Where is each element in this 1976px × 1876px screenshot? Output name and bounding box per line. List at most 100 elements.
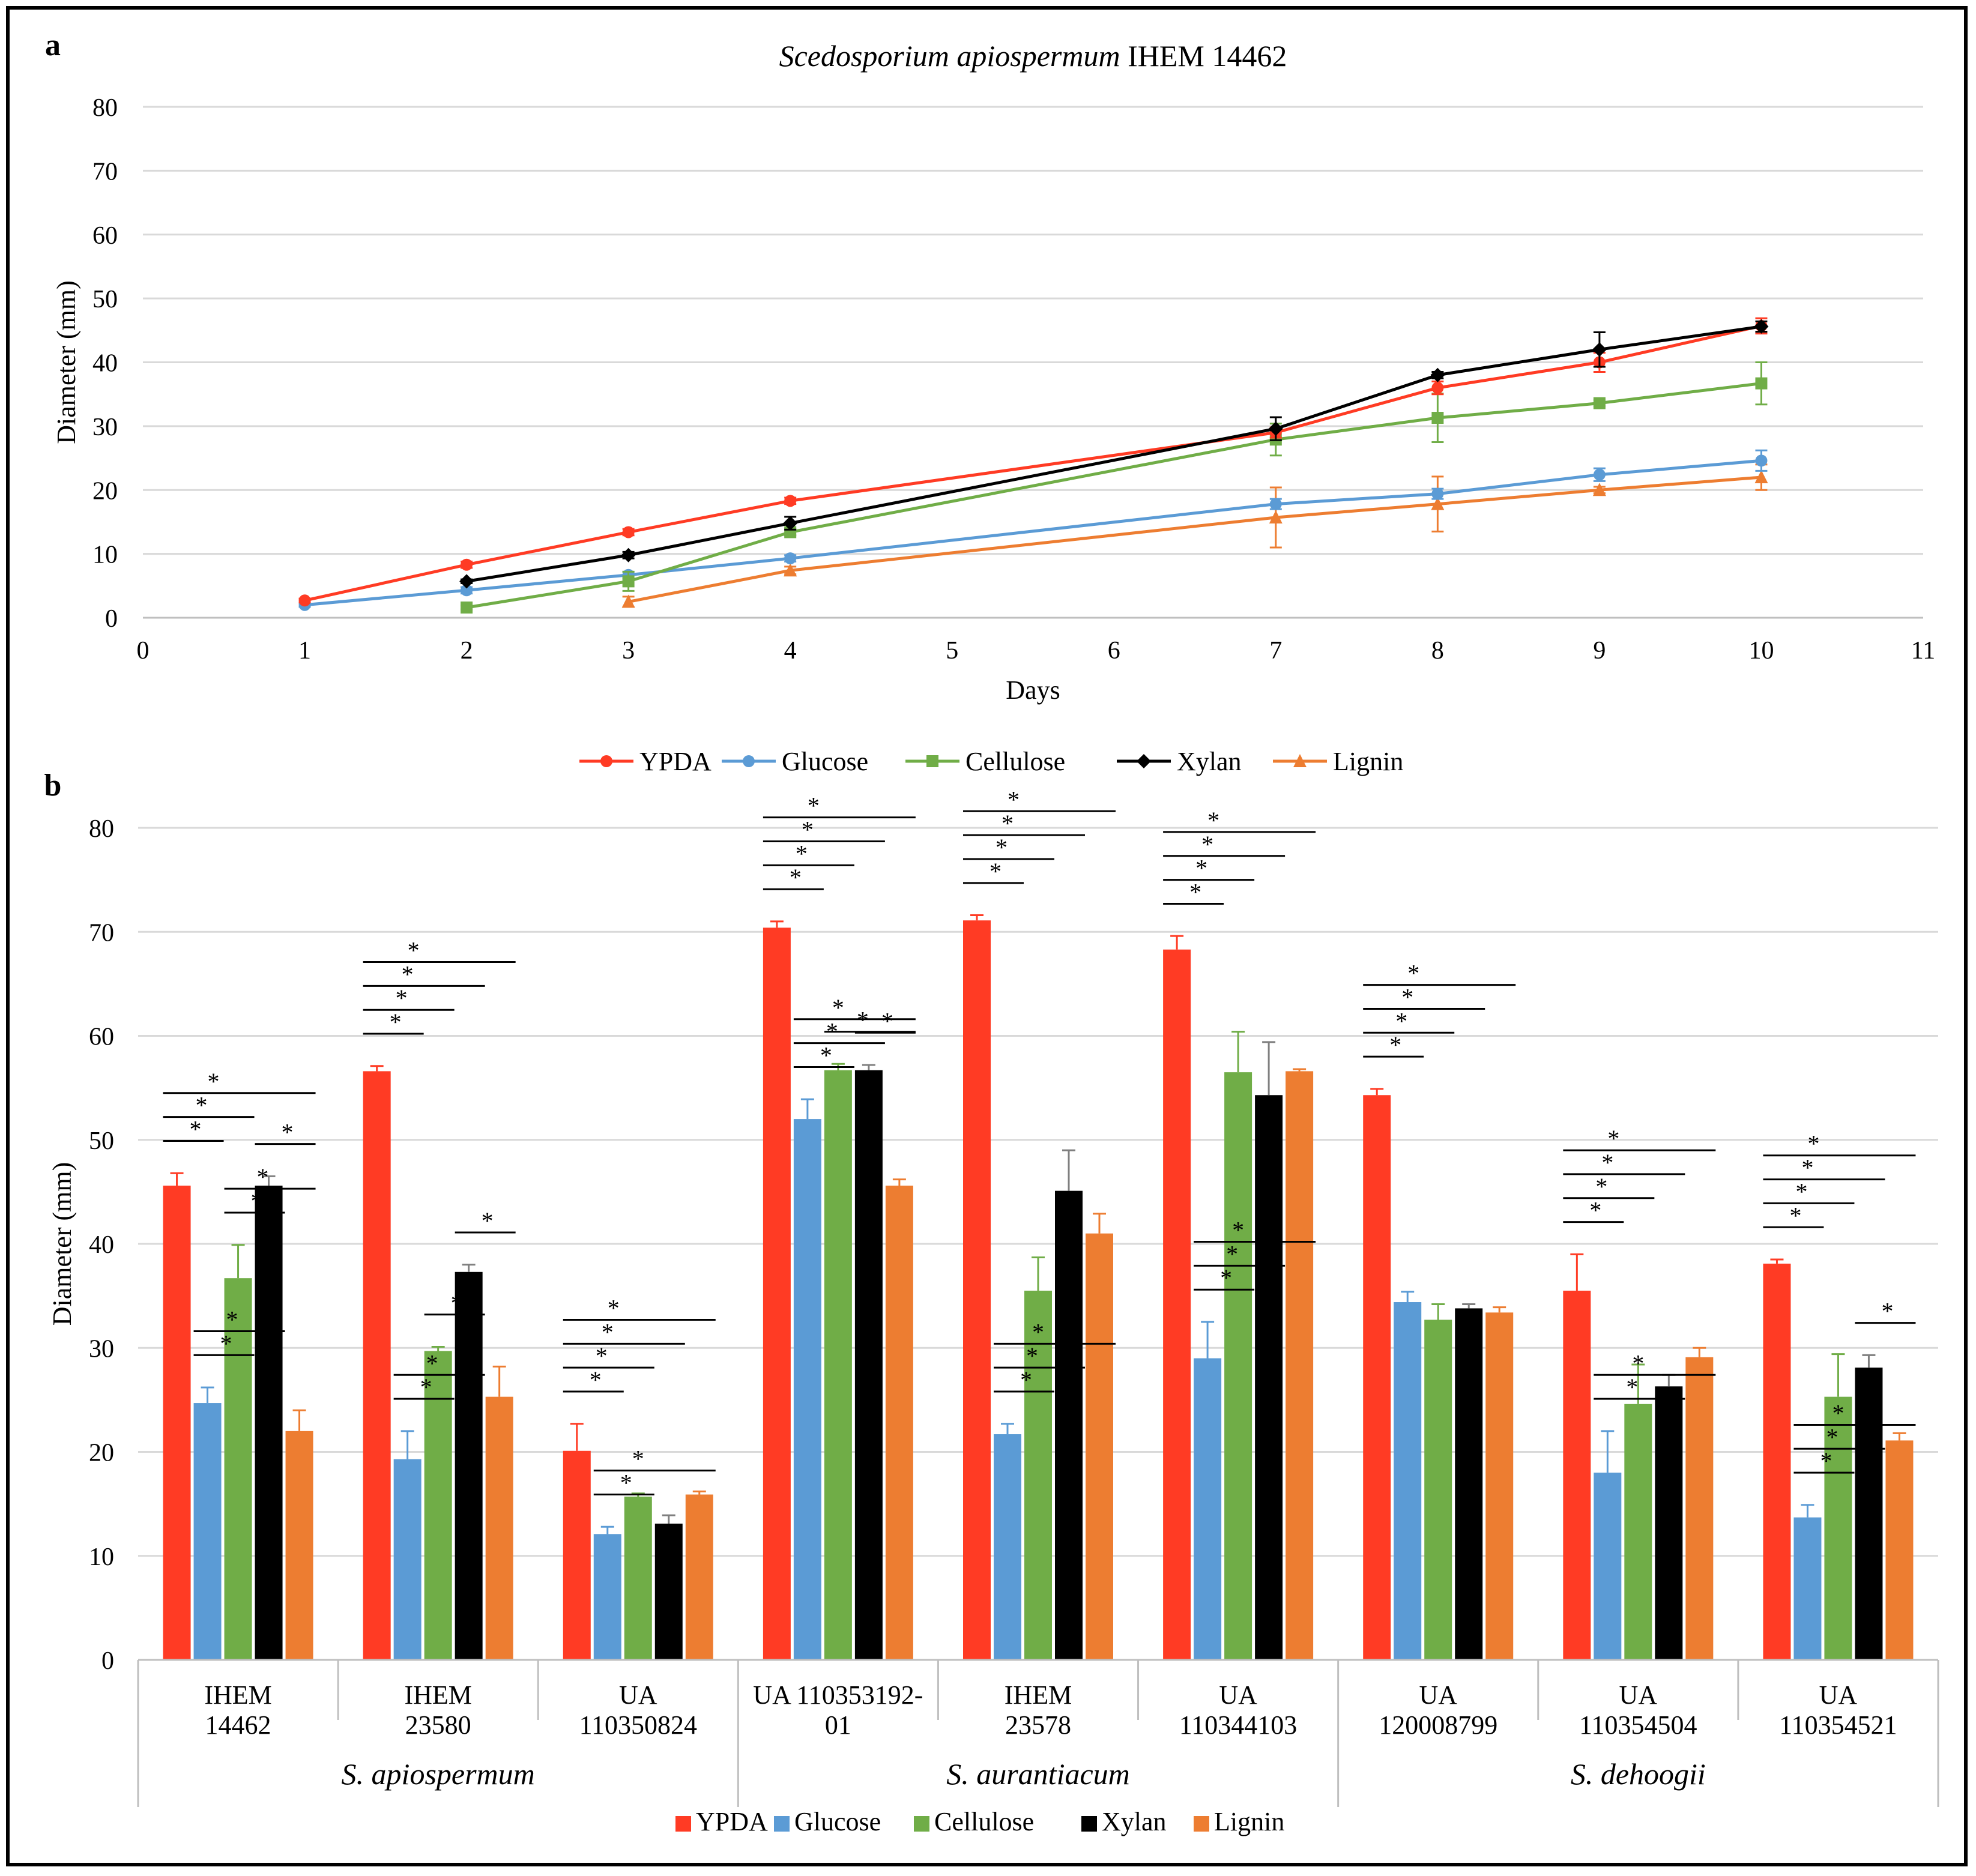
bar-glucose (593, 1534, 621, 1660)
legend-label: Xylan (1102, 1807, 1167, 1836)
bar-ypda (1763, 1263, 1791, 1660)
data-point-glucose (1431, 487, 1444, 500)
y-tick-label: 10 (92, 541, 118, 569)
significance-star: * (1395, 1007, 1407, 1034)
significance-star: * (282, 1119, 294, 1146)
data-point-xylan (783, 516, 798, 531)
data-point-xylan (459, 574, 474, 589)
y-tick-label: 0 (101, 1647, 114, 1675)
bar-ypda (1163, 949, 1191, 1660)
x-tick-label: 8 (1431, 637, 1444, 665)
significance-star: * (1401, 983, 1413, 1010)
significance-star: * (790, 864, 802, 891)
category-label-line2: 110350824 (579, 1710, 697, 1740)
data-point-ypda (622, 526, 635, 538)
significance-star: * (1226, 1240, 1238, 1267)
data-point-ypda (1431, 382, 1444, 394)
bar-cellulose (824, 1070, 852, 1660)
y-tick-label: 70 (89, 919, 114, 947)
significance-star: * (1389, 1031, 1401, 1058)
significance-star: * (1807, 1130, 1819, 1157)
category-label-line1: UA (619, 1680, 657, 1710)
y-tick-label: 30 (92, 414, 118, 441)
category-label-line1: IHEM (404, 1680, 471, 1710)
significance-star: * (196, 1092, 208, 1119)
significance-star: * (802, 816, 814, 843)
data-point-xylan (1754, 319, 1769, 334)
bar-glucose (193, 1403, 222, 1660)
legend-label: YPDA (696, 1807, 768, 1836)
bar-glucose (793, 1119, 821, 1660)
y-axis-label: Diameter (mm) (52, 280, 81, 444)
category-label-line1: UA (1219, 1680, 1257, 1710)
y-tick-label: 50 (89, 1127, 114, 1155)
bar-cellulose (1024, 1290, 1052, 1660)
bar-ypda (1363, 1095, 1391, 1660)
data-point-xylan (1430, 367, 1445, 382)
y-axis-label: Diameter (mm) (47, 1162, 77, 1326)
category-label-line2: 01 (825, 1710, 851, 1740)
bar-cellulose (624, 1496, 652, 1660)
bar-cellulose (224, 1278, 252, 1660)
category-label-line2: 110354504 (1579, 1710, 1697, 1740)
bar-xylan (854, 1070, 883, 1660)
chart-title-italic: Scedosporium apiospermum (779, 39, 1120, 73)
data-point-glucose (461, 584, 473, 597)
legend-marker (1137, 754, 1151, 768)
bar-glucose (393, 1459, 421, 1660)
significance-star: * (1232, 1217, 1244, 1244)
legend-label: Cellulose (934, 1807, 1034, 1836)
y-tick-label: 0 (105, 605, 118, 633)
category-label-line1: UA (1419, 1680, 1457, 1710)
significance-star: * (420, 1374, 432, 1401)
bar-xylan (1455, 1308, 1483, 1660)
bar-lignin (1086, 1233, 1113, 1660)
bar-xylan (255, 1185, 283, 1660)
bar-ypda (563, 1450, 591, 1660)
category-label-line2: 110344103 (1179, 1710, 1297, 1740)
data-point-cellulose (1755, 377, 1768, 390)
x-tick-label: 3 (622, 637, 635, 665)
significance-star: * (1881, 1298, 1893, 1325)
bar-lignin (1885, 1440, 1914, 1660)
significance-star: * (1020, 1366, 1032, 1393)
bar-xylan (654, 1524, 683, 1660)
data-point-glucose (784, 552, 797, 565)
legend-label: Cellulose (965, 747, 1065, 776)
significance-star: * (396, 985, 408, 1012)
significance-star: * (1201, 831, 1213, 858)
bar-ypda (163, 1185, 191, 1660)
category-label-line2: 23580 (405, 1710, 471, 1740)
figure-frame (6, 6, 1968, 1866)
x-tick-label: 10 (1748, 637, 1774, 665)
data-point-xylan (621, 547, 636, 562)
y-tick-label: 10 (89, 1543, 114, 1571)
data-point-lignin (1269, 510, 1283, 523)
y-tick-label: 60 (89, 1024, 114, 1051)
significance-star: * (426, 1350, 438, 1377)
bar-xylan (455, 1271, 483, 1660)
bar-cellulose (1824, 1396, 1852, 1660)
significance-star: * (608, 1294, 620, 1321)
legend-swatch (675, 1816, 691, 1832)
significance-star: * (190, 1115, 202, 1142)
category-label-line1: UA (1819, 1680, 1858, 1710)
species-group-label: S. apiospermum (342, 1757, 535, 1791)
significance-star: * (1820, 1447, 1832, 1474)
species-group-label: S. dehoogii (1571, 1757, 1706, 1791)
category-label-line2: 110354521 (1779, 1710, 1897, 1740)
data-point-glucose (1269, 498, 1282, 510)
bar-lignin (685, 1494, 713, 1660)
x-tick-label: 1 (298, 637, 311, 665)
legend-marker (1293, 754, 1307, 767)
significance-star: * (808, 792, 820, 819)
significance-star: * (1801, 1154, 1813, 1181)
data-point-cellulose (622, 575, 635, 588)
x-tick-label: 5 (946, 637, 958, 665)
y-tick-label: 80 (92, 94, 118, 122)
legend-label: Glucose (782, 747, 868, 776)
significance-star: * (881, 1007, 893, 1034)
significance-star: * (1002, 810, 1014, 837)
significance-star: * (390, 1009, 402, 1036)
